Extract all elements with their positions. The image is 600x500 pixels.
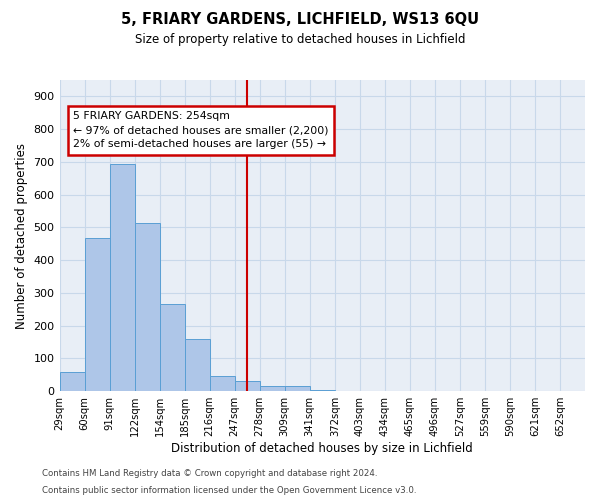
Bar [285, 386, 310, 391]
Bar [235, 382, 260, 391]
Bar [160, 304, 185, 391]
Text: Contains public sector information licensed under the Open Government Licence v3: Contains public sector information licen… [42, 486, 416, 495]
Text: 5 FRIARY GARDENS: 254sqm
← 97% of detached houses are smaller (2,200)
2% of semi: 5 FRIARY GARDENS: 254sqm ← 97% of detach… [73, 111, 329, 149]
X-axis label: Distribution of detached houses by size in Lichfield: Distribution of detached houses by size … [172, 442, 473, 455]
Text: Size of property relative to detached houses in Lichfield: Size of property relative to detached ho… [135, 32, 465, 46]
Bar [260, 386, 285, 391]
Text: 5, FRIARY GARDENS, LICHFIELD, WS13 6QU: 5, FRIARY GARDENS, LICHFIELD, WS13 6QU [121, 12, 479, 28]
Bar [209, 376, 235, 391]
Bar [85, 238, 110, 391]
Bar [134, 222, 160, 391]
Bar [185, 339, 209, 391]
Bar [110, 164, 134, 391]
Bar [59, 372, 85, 391]
Bar [310, 390, 335, 391]
Text: Contains HM Land Registry data © Crown copyright and database right 2024.: Contains HM Land Registry data © Crown c… [42, 468, 377, 477]
Y-axis label: Number of detached properties: Number of detached properties [15, 142, 28, 328]
